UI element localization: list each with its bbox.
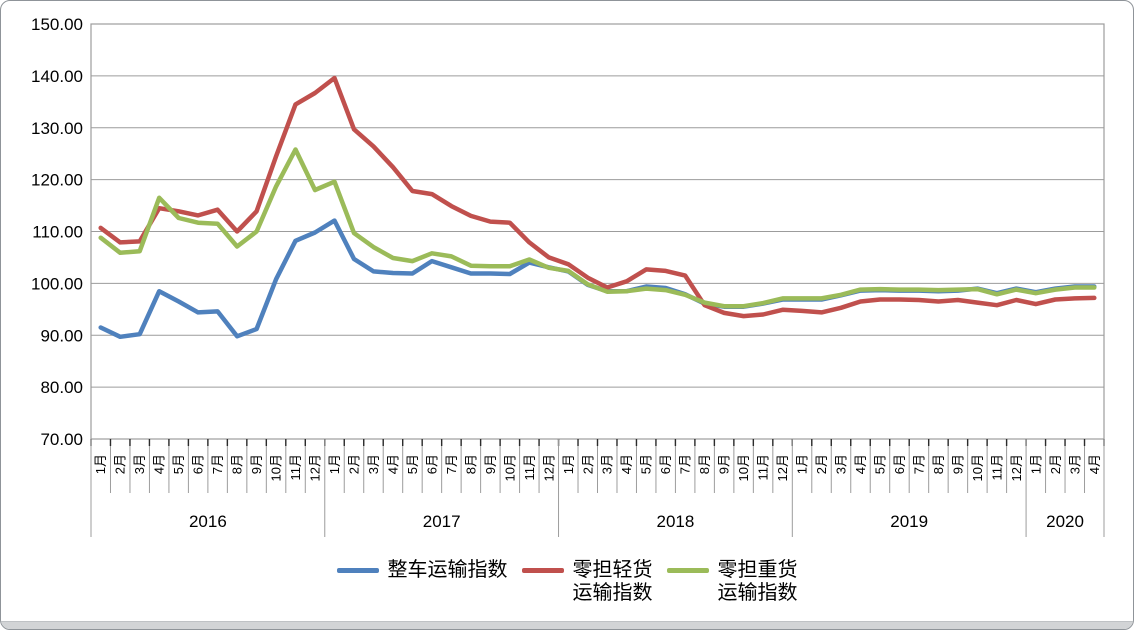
series-line-零担轻货运输指数: [98, 75, 1097, 319]
x-axis-month-label: 2月: [113, 454, 128, 474]
legend-label-line: 零担轻货: [572, 559, 653, 581]
x-axis-month-label: 7月: [444, 454, 459, 474]
legend-item-ltl-light-index: 零担轻货 运输指数: [521, 559, 653, 605]
y-axis-tick-label: 100.00: [31, 274, 83, 293]
window-bottom-edge: [1, 621, 1133, 629]
x-axis-month-label: 1月: [795, 454, 810, 474]
legend-line-sample-blue: [336, 568, 379, 573]
x-axis-month-label: 3月: [366, 454, 381, 474]
x-axis-month-label: 9月: [717, 454, 732, 474]
x-axis-month-label: 3月: [1067, 454, 1082, 474]
legend-label-whole-vehicle: 整车运输指数: [388, 559, 508, 582]
x-axis-month-label: 5月: [171, 454, 186, 474]
x-axis-month-label: 1月: [561, 454, 576, 474]
y-axis-tick-label: 90.00: [40, 326, 83, 345]
x-axis-month-label: 6月: [424, 454, 439, 474]
x-axis-month-label: 6月: [191, 454, 206, 474]
x-axis-month-label: 12月: [1009, 454, 1024, 481]
x-axis-month-label: 7月: [210, 454, 225, 474]
x-axis-month-label: 12月: [775, 454, 790, 481]
y-axis-tick-label: 130.00: [31, 119, 83, 138]
legend-label-line: 运输指数: [572, 582, 653, 604]
y-axis-tick-label: 120.00: [31, 171, 83, 190]
x-axis-month-label: 10月: [269, 454, 284, 481]
y-axis-tick-label: 140.00: [31, 67, 83, 86]
legend-line-sample-green: [666, 568, 709, 573]
x-axis-month-label: 4月: [1087, 454, 1102, 474]
legend-line-sample-red: [521, 568, 564, 573]
x-axis-month-label: 10月: [970, 454, 985, 481]
x-axis-month-label: 8月: [230, 454, 245, 474]
x-axis-month-label: 11月: [288, 454, 303, 481]
x-axis-month-label: 4月: [853, 454, 868, 474]
chart-legend: 整车运输指数 零担轻货 运输指数 零担重货 运输指数: [1, 559, 1133, 605]
x-axis-month-label: 1月: [327, 454, 342, 474]
x-axis-month-label: 9月: [249, 454, 264, 474]
x-axis-month-label: 1月: [93, 454, 108, 474]
x-axis-month-label: 9月: [483, 454, 498, 474]
x-axis-year-label: 2018: [657, 512, 695, 531]
legend-label-ltl-heavy: 零担重货 运输指数: [718, 559, 798, 605]
x-axis-month-label: 5月: [639, 454, 654, 474]
x-axis-month-label: 4月: [152, 454, 167, 474]
x-axis-year-label: 2020: [1046, 512, 1084, 531]
legend-item-whole-vehicle-index: 整车运输指数: [336, 559, 508, 582]
x-axis-month-label: 11月: [522, 454, 537, 481]
legend-label-line: 整车运输指数: [387, 559, 508, 581]
x-axis-month-label: 6月: [892, 454, 907, 474]
x-axis-month-label: 7月: [911, 454, 926, 474]
y-axis-tick-label: 80.00: [40, 378, 83, 397]
x-axis-year-label: 2019: [890, 512, 928, 531]
x-axis-month-label: 9月: [950, 454, 965, 474]
x-axis-month-label: 2月: [1048, 454, 1063, 474]
y-axis-tick-label: 150.00: [31, 15, 83, 34]
x-axis-month-label: 2月: [580, 454, 595, 474]
x-axis-month-label: 4月: [619, 454, 634, 474]
x-axis-month-label: 1月: [1028, 454, 1043, 474]
x-axis-year-label: 2017: [423, 512, 461, 531]
x-axis-month-label: 8月: [463, 454, 478, 474]
x-axis-month-label: 12月: [541, 454, 556, 481]
x-axis-month-label: 5月: [405, 454, 420, 474]
x-axis-month-label: 8月: [931, 454, 946, 474]
x-axis-month-label: 4月: [385, 454, 400, 474]
legend-label-line: 运输指数: [717, 582, 798, 604]
legend-label-ltl-light: 零担轻货 运输指数: [573, 559, 653, 605]
x-axis-month-label: 3月: [600, 454, 615, 474]
x-axis-month-label: 2月: [814, 454, 829, 474]
x-axis-year-label: 2016: [189, 512, 227, 531]
x-axis-month-label: 12月: [308, 454, 323, 481]
x-axis-month-label: 2月: [346, 454, 361, 474]
x-axis-month-label: 3月: [132, 454, 147, 474]
x-axis-month-label: 5月: [872, 454, 887, 474]
y-axis-tick-label: 110.00: [32, 223, 83, 242]
x-axis-month-label: 10月: [736, 454, 751, 481]
x-axis-month-label: 8月: [697, 454, 712, 474]
legend-label-line: 零担重货: [717, 559, 798, 581]
y-axis-tick-label: 70.00: [40, 430, 83, 449]
x-axis-month-label: 10月: [502, 454, 517, 481]
x-axis-month-label: 11月: [989, 454, 1004, 481]
x-axis-month-label: 11月: [756, 454, 771, 481]
legend-item-ltl-heavy-index: 零担重货 运输指数: [666, 559, 798, 605]
x-axis-month-label: 3月: [834, 454, 849, 474]
series-line-零担重货运输指数: [98, 147, 1097, 309]
x-axis-month-label: 6月: [658, 454, 673, 474]
x-axis-month-label: 7月: [678, 454, 693, 474]
